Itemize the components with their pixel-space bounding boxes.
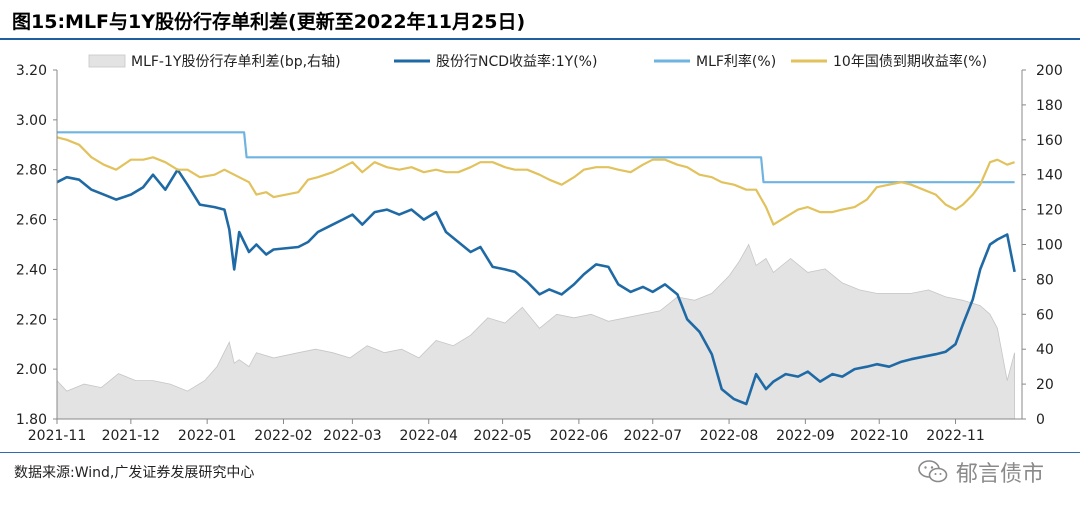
- y-tick-label: 2.00: [16, 362, 47, 378]
- chart-title: 图15:MLF与1Y股份行存单利差(更新至2022年11月25日): [12, 11, 526, 33]
- legend-label: 股份行NCD收益率:1Y(%): [436, 53, 597, 70]
- x-tick-label: 2022-10: [850, 428, 909, 444]
- y2-tick-label: 0: [1036, 412, 1045, 428]
- legend-label: 10年国债到期收益率(%): [833, 53, 987, 70]
- y2-tick-label: 180: [1036, 98, 1063, 114]
- y-tick-label: 2.20: [16, 312, 47, 328]
- y-tick-label: 3.00: [16, 113, 47, 129]
- legend-label: MLF-1Y股份行存单利差(bp,右轴): [131, 54, 341, 70]
- x-tick-label: 2022-06: [550, 428, 609, 444]
- y2-tick-label: 100: [1036, 238, 1063, 254]
- x-tick-label: 2022-09: [776, 428, 835, 444]
- x-tick-label: 2022-11: [926, 428, 985, 444]
- figure-footer: 数据来源:Wind,广发证券发展研究中心 郁言债市: [0, 452, 1080, 520]
- title-rule: [0, 38, 1080, 40]
- y-tick-label: 1.80: [16, 412, 47, 428]
- figure-header: 图15:MLF与1Y股份行存单利差(更新至2022年11月25日): [0, 0, 1080, 40]
- y-tick-label: 2.80: [16, 163, 47, 179]
- watermark-label: 郁言债市: [955, 462, 1044, 487]
- y2-tick-label: 20: [1036, 377, 1054, 393]
- source-note: 数据来源:Wind,广发证券发展研究中心: [14, 465, 255, 481]
- y2-tick-label: 140: [1036, 168, 1063, 184]
- x-tick-label: 2022-07: [623, 428, 682, 444]
- y2-tick-label: 120: [1036, 203, 1063, 219]
- y-tick-label: 3.20: [16, 63, 47, 79]
- y2-tick-label: 80: [1036, 272, 1054, 288]
- line-series-layer: [56, 131, 1016, 406]
- y2-tick-label: 200: [1036, 63, 1063, 79]
- footer-rule: [0, 452, 1080, 453]
- treasury-10y-line: [56, 136, 1015, 226]
- x-tick-label: 2022-04: [399, 428, 458, 444]
- y2-tick-label: 60: [1036, 307, 1054, 323]
- y-tick-label: 2.40: [16, 262, 47, 278]
- x-tick-label: 2022-05: [473, 428, 532, 444]
- x-tick-label: 2022-02: [254, 428, 313, 444]
- y-tick-label: 2.60: [16, 213, 47, 229]
- chart-area: 1.80 2.00 2.20 2.40 2.60 2.80 3.00 3.20 0 20 40 60 8…: [16, 53, 1063, 444]
- legend-swatch-spread: [88, 54, 126, 68]
- x-tick-label: 2021-12: [102, 428, 161, 444]
- x-tick-label: 2022-08: [700, 428, 759, 444]
- legend-label: MLF利率(%): [696, 53, 776, 70]
- wechat-icon: [918, 460, 948, 483]
- x-tick-label: 2022-01: [178, 428, 237, 444]
- legend: MLF-1Y股份行存单利差(bp,右轴) 股份行NCD收益率:1Y(%) MLF利率…: [88, 53, 987, 70]
- y2-tick-label: 160: [1036, 133, 1063, 149]
- y2-tick-label: 40: [1036, 342, 1054, 358]
- spread-area: [56, 243, 1015, 420]
- mlf-rate-line: [57, 131, 1015, 184]
- x-tick-label: 2022-03: [323, 428, 382, 444]
- ncd-yield-line: [56, 168, 1016, 406]
- watermark: 郁言债市: [918, 456, 1044, 488]
- axes-layer: 1.80 2.00 2.20 2.40 2.60 2.80 3.00 3.20 0 20 40 60 8…: [16, 63, 1063, 444]
- spread-area-layer: [56, 243, 1015, 420]
- x-tick-label: 2021-11: [28, 428, 87, 444]
